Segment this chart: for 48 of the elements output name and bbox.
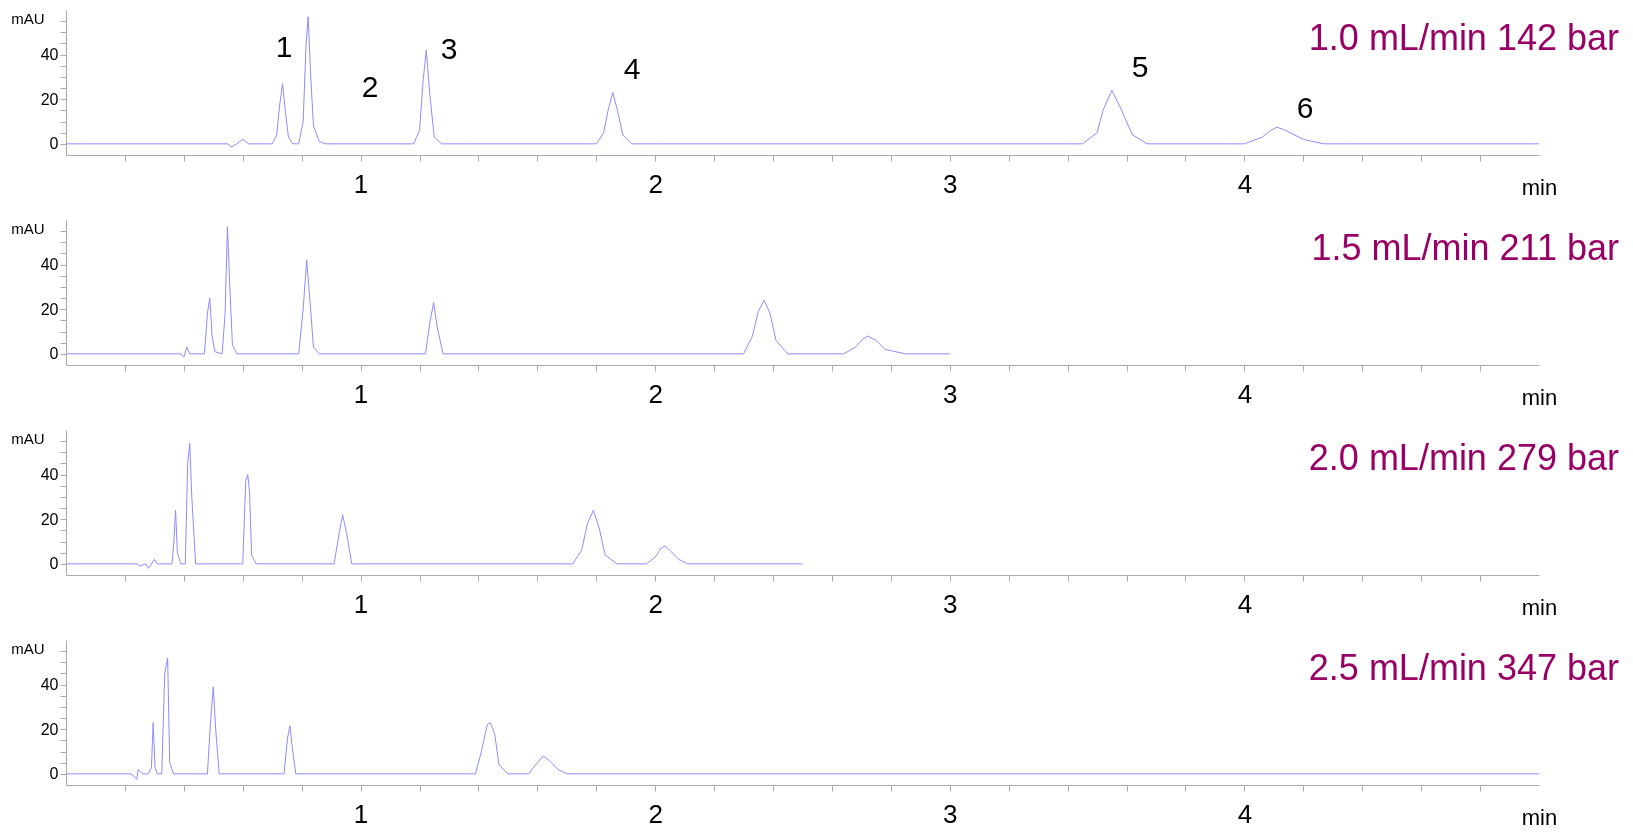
x-tick-label: 4 bbox=[1237, 798, 1253, 829]
x-axis-title: min bbox=[1521, 384, 1558, 410]
y-axis-title: mAU bbox=[11, 219, 45, 237]
y-tick-label: 40 bbox=[40, 256, 59, 274]
annotation: 5 bbox=[1131, 50, 1149, 83]
annotation: 1 bbox=[275, 30, 293, 63]
y-axis-title: mAU bbox=[11, 9, 45, 27]
x-tick-label: 1 bbox=[353, 798, 369, 829]
annotation: 4 bbox=[623, 52, 641, 85]
y-tick-label: 20 bbox=[40, 510, 59, 528]
y-tick-label: 0 bbox=[49, 135, 59, 153]
annotation: 6 bbox=[1296, 91, 1314, 124]
y-tick-label: 40 bbox=[40, 676, 59, 694]
chart-title: 2.5 mL/min 347 bar bbox=[1308, 647, 1620, 688]
y-tick-label: 0 bbox=[49, 765, 59, 783]
x-tick-label: 4 bbox=[1237, 588, 1253, 619]
x-tick-label: 1 bbox=[353, 588, 369, 619]
x-axis-title: min bbox=[1521, 174, 1558, 200]
y-tick-label: 0 bbox=[49, 555, 59, 573]
x-tick-label: 2 bbox=[648, 798, 663, 829]
y-tick-label: 20 bbox=[40, 90, 59, 108]
y-tick-label: 40 bbox=[40, 466, 59, 484]
y-tick-label: 20 bbox=[40, 300, 59, 318]
y-tick-label: 40 bbox=[40, 46, 59, 64]
chart-title: 1.5 mL/min 211 bar bbox=[1311, 227, 1620, 268]
chart-title: 1.0 mL/min 142 bar bbox=[1308, 17, 1620, 58]
y-axis-title: mAU bbox=[11, 639, 45, 657]
y-axis-title: mAU bbox=[11, 429, 45, 447]
x-tick-label: 2 bbox=[648, 168, 663, 199]
line-series bbox=[65, 442, 803, 569]
annotation: 2 bbox=[361, 70, 379, 103]
x-axis-title: min bbox=[1521, 804, 1558, 830]
x-tick-label: 3 bbox=[943, 168, 958, 199]
y-tick-label: 20 bbox=[40, 720, 59, 738]
chart-title: 2.0 mL/min 279 bar bbox=[1308, 437, 1620, 478]
x-tick-label: 3 bbox=[943, 798, 958, 829]
x-tick-label: 3 bbox=[943, 588, 958, 619]
annotation: 3 bbox=[440, 32, 458, 65]
x-tick-label: 2 bbox=[648, 378, 663, 409]
x-tick-label: 2 bbox=[648, 588, 663, 619]
x-tick-label: 3 bbox=[943, 378, 958, 409]
x-tick-label: 1 bbox=[353, 168, 369, 199]
x-tick-label: 4 bbox=[1237, 378, 1253, 409]
line-series bbox=[65, 226, 951, 358]
x-tick-label: 1 bbox=[353, 378, 369, 409]
x-tick-label: 4 bbox=[1237, 168, 1253, 199]
y-tick-label: 0 bbox=[49, 345, 59, 363]
x-axis-title: min bbox=[1521, 594, 1558, 620]
